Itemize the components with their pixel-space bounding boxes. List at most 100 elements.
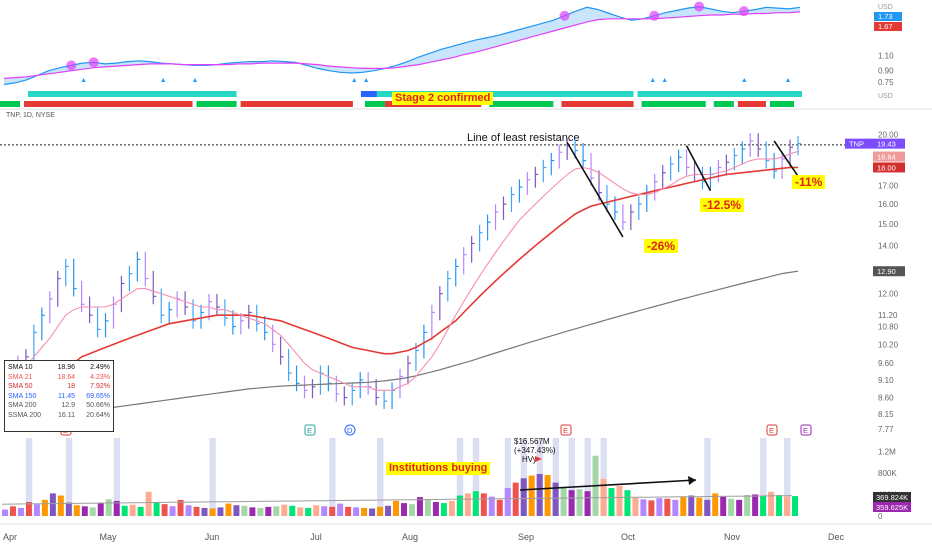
volume-bar [560, 488, 567, 516]
volume-axis-tick: 800K [878, 469, 897, 478]
volume-bar [377, 506, 384, 516]
price-badge-text: 18.64 [877, 153, 896, 162]
price-axis-tick: 10.80 [878, 323, 899, 332]
volume-bar [472, 491, 479, 516]
ma-table-value: 16.11 [58, 411, 75, 419]
sma200-line [9, 270, 799, 421]
ma-table-name: SMA 50 [8, 383, 33, 390]
volume-bar [544, 475, 551, 516]
volume-bar [688, 495, 695, 516]
volume-bar [89, 507, 96, 516]
price-badge [873, 266, 905, 277]
volume-bar [456, 495, 463, 516]
symbol-label: TNP, 1D, NYSE [6, 112, 55, 119]
stage-bottom-segment [364, 101, 385, 107]
ma-table-name: SMA 150 [8, 392, 37, 400]
volume-bar [113, 500, 120, 516]
volume-highlight-band [760, 438, 767, 516]
rs-axis-tick: 1.10 [878, 51, 894, 60]
volume-bar [305, 507, 312, 516]
volume-bar [129, 504, 136, 516]
volume-bar [416, 497, 423, 516]
volume-bar [337, 503, 344, 516]
volume-bar [185, 505, 192, 516]
volume-bar [401, 503, 407, 516]
rs-value-badge [874, 22, 902, 31]
ma-table-row: SMA 50 18 7.92% [8, 382, 110, 392]
rs-high-marker [66, 60, 77, 71]
price-axis-tick: 7.77 [878, 425, 894, 434]
volume-bar [353, 507, 360, 516]
volume-bar [137, 506, 144, 516]
volume-bar [792, 496, 799, 516]
volume-highlight-band [377, 438, 384, 516]
rs-value-badge [874, 12, 902, 21]
moving-average-table: SMA 10 18.96 2.49% SMA 21 18.64 4.23% SMA 50 18… [4, 360, 114, 432]
volume-badge [873, 502, 911, 512]
volume-bar [744, 495, 751, 516]
rs-series-0 [3, 5, 801, 86]
rs-high-marker [88, 57, 99, 68]
volume-bar [385, 505, 392, 516]
volume-bar [720, 496, 727, 516]
ma-table-row: SMA 21 18.64 4.23% [8, 373, 110, 383]
ma-table-value: 11.45 [58, 392, 75, 400]
volume-bar [752, 494, 759, 516]
stage-bottom-segment [240, 101, 353, 107]
volume-bar [776, 495, 783, 516]
volume-highlight-band [600, 438, 607, 516]
volume-bar [504, 488, 511, 516]
volume-bar [576, 489, 583, 516]
volume-bar [656, 498, 663, 516]
volume-highlight-band [568, 438, 575, 516]
volume-bar [424, 499, 431, 516]
volume-bar [345, 506, 352, 516]
event-marker [344, 424, 356, 436]
x-axis-tick: Apr [3, 532, 17, 542]
volume-bar [784, 496, 791, 516]
volume-bar [217, 507, 224, 516]
volume-bar [97, 503, 104, 516]
rs-high-marker [559, 10, 570, 21]
price-badge-text: 18.00 [877, 163, 896, 172]
volume-highlight-band [209, 438, 216, 516]
x-axis-tick: Dec [828, 532, 845, 542]
rs-marker-triangle [786, 78, 791, 82]
stage-top-segment [376, 91, 634, 97]
volume-bar [209, 508, 216, 516]
drawdown-stroke [566, 142, 624, 238]
volume-bar [736, 499, 743, 516]
volume-axis-tick: 1.2M [878, 447, 896, 456]
rs-high-marker [649, 10, 660, 21]
x-axis-tick: Jul [310, 532, 322, 542]
volume-bar [121, 505, 128, 516]
rs-value-badge-text: 1.73 [878, 12, 893, 21]
rs-marker-triangle [662, 78, 667, 82]
volume-axis-tick: 0 [878, 512, 883, 521]
volume-bar [528, 475, 535, 516]
volume-highlight-band [25, 438, 33, 516]
volume-bar [648, 500, 655, 516]
stage-bottom-segment [561, 101, 634, 107]
volume-bar [2, 509, 8, 516]
volume-bar [273, 506, 280, 516]
price-axis-tick: 15.00 [878, 220, 899, 229]
event-marker-text: E [563, 426, 568, 435]
event-marker-text: E [307, 426, 312, 435]
volume-highlight-band [113, 438, 121, 516]
volume-badge-text: 359.625K [876, 503, 908, 512]
volume-bar [393, 500, 400, 516]
sma10-line [9, 150, 799, 391]
volume-bar [105, 499, 112, 516]
volume-bar [145, 491, 152, 516]
ma-table-pct: 69.65% [86, 392, 110, 400]
stage-bottom-segment [489, 101, 554, 107]
ma-table-name: SMA 21 [8, 373, 33, 381]
ma-table-pct: 20.64% [86, 411, 110, 419]
price-badge-symbol [845, 138, 873, 149]
volume-bar [249, 507, 256, 516]
big-volume-pct: (+347.43%) [514, 446, 556, 455]
volume-bar [233, 505, 240, 516]
